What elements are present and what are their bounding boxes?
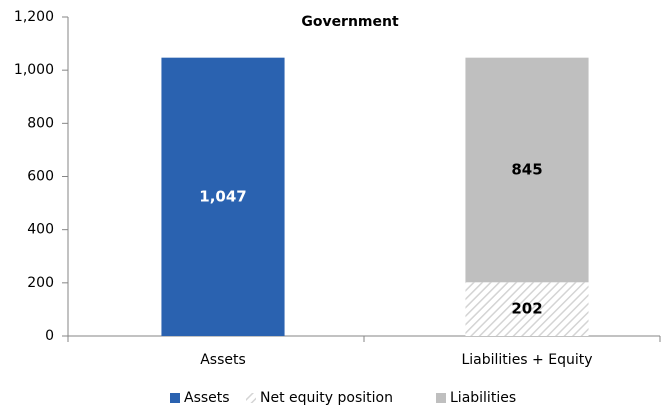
y-tick-label: 1,200: [14, 9, 54, 25]
x-tick-label: Assets: [200, 352, 246, 368]
y-tick-label: 800: [27, 115, 54, 131]
y-tick-label: 400: [27, 222, 54, 238]
legend-swatch: [246, 393, 256, 403]
bar-segment: [465, 57, 589, 283]
y-tick-label: 200: [27, 275, 54, 291]
y-tick-label: 600: [27, 169, 54, 185]
legend-swatch: [436, 393, 446, 403]
data-label: 845: [511, 160, 542, 178]
bar-segment: [161, 57, 285, 337]
legend-label: Liabilities: [450, 390, 516, 406]
x-tick-label: Liabilities + Equity: [461, 352, 592, 368]
chart-title: Government: [301, 14, 399, 30]
y-tick-label: 0: [45, 328, 54, 344]
legend-label: Assets: [184, 390, 230, 406]
bar-segment: [465, 282, 589, 336]
legend-label: Net equity position: [260, 390, 393, 406]
data-label: 202: [511, 300, 542, 318]
y-tick-label: 1,000: [14, 62, 54, 78]
data-label: 1,047: [199, 187, 246, 205]
legend-swatch: [170, 393, 180, 403]
